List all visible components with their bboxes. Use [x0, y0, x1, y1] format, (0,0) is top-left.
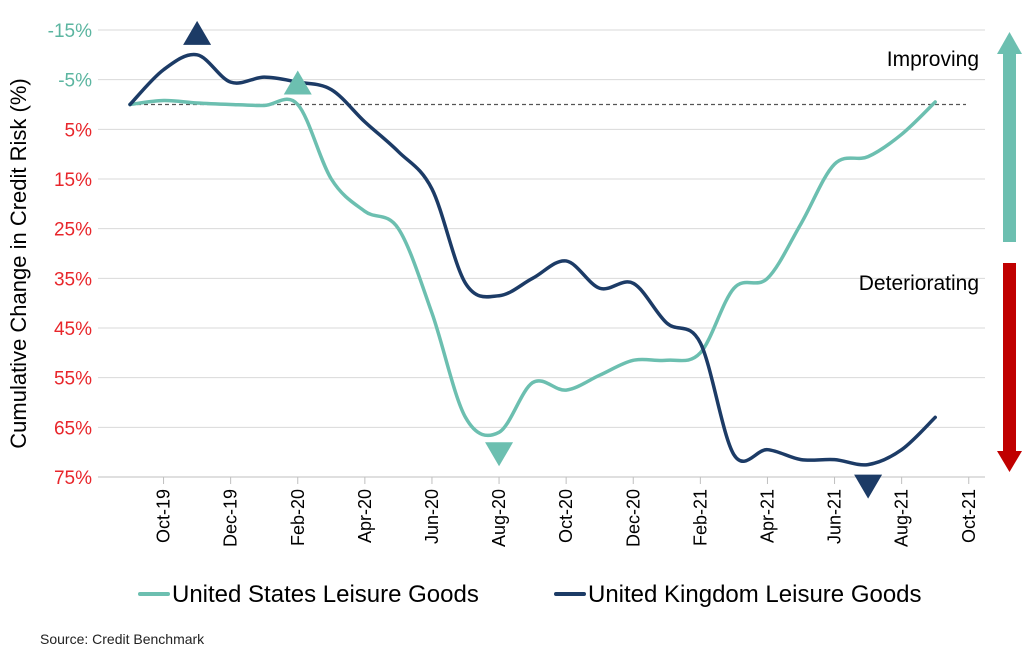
y-tick-label: 65% — [54, 418, 92, 439]
improving-arrow-shaft — [1003, 52, 1016, 242]
deteriorating-arrow-head — [997, 451, 1022, 472]
x-tick-label: Aug-21 — [892, 489, 912, 547]
x-tick-label: Oct-19 — [154, 489, 174, 543]
credit-risk-line-chart: -15% -5% 5% 15% 25% 35% 45% 55% 65% 75% Oct-19 Dec-… — [6, 20, 1022, 608]
x-tick-label: Apr-21 — [757, 489, 777, 543]
y-tick-label: 45% — [54, 319, 92, 340]
y-tick-label: -15% — [48, 21, 92, 42]
deteriorating-label: Deteriorating — [859, 272, 979, 295]
y-tick-label: 5% — [65, 120, 93, 141]
uk-leisure-goods-line — [128, 52, 937, 467]
x-tick-label: Jun-21 — [825, 489, 845, 544]
deteriorating-arrow-shaft — [1003, 263, 1016, 453]
trough-triangle-down-marker — [485, 442, 514, 467]
peak-triangle-up-marker — [183, 20, 212, 45]
improving-label: Improving — [887, 48, 979, 71]
x-tick-label: Aug-20 — [489, 489, 509, 547]
y-tick-label: -5% — [58, 71, 92, 92]
x-tick-label: Apr-20 — [355, 489, 375, 543]
x-tick-label: Dec-19 — [221, 489, 241, 547]
y-axis-title: Cumulative Change in Credit Risk (%) — [6, 78, 31, 448]
x-tick-label: Dec-20 — [623, 489, 643, 547]
legend-uk-label: United Kingdom Leisure Goods — [588, 581, 922, 608]
improving-arrow-head — [997, 32, 1022, 54]
x-tick-label: Jun-20 — [422, 489, 442, 544]
x-tick-label: Feb-21 — [690, 489, 710, 546]
x-tick-label: Oct-20 — [556, 489, 576, 543]
peak-triangle-up-marker — [283, 70, 312, 95]
y-tick-label: 75% — [54, 468, 92, 489]
y-tick-label: 35% — [54, 269, 92, 290]
x-tick-label: Oct-21 — [959, 489, 979, 543]
y-tick-label: 15% — [54, 170, 92, 191]
legend-us-label: United States Leisure Goods — [172, 581, 479, 608]
y-tick-label: 55% — [54, 369, 92, 390]
trough-triangle-down-marker — [854, 474, 883, 499]
x-tick-label: Feb-20 — [288, 489, 308, 546]
us-leisure-goods-line — [128, 97, 937, 438]
y-tick-label: 25% — [54, 220, 92, 241]
source-note: Source: Credit Benchmark — [40, 631, 205, 647]
